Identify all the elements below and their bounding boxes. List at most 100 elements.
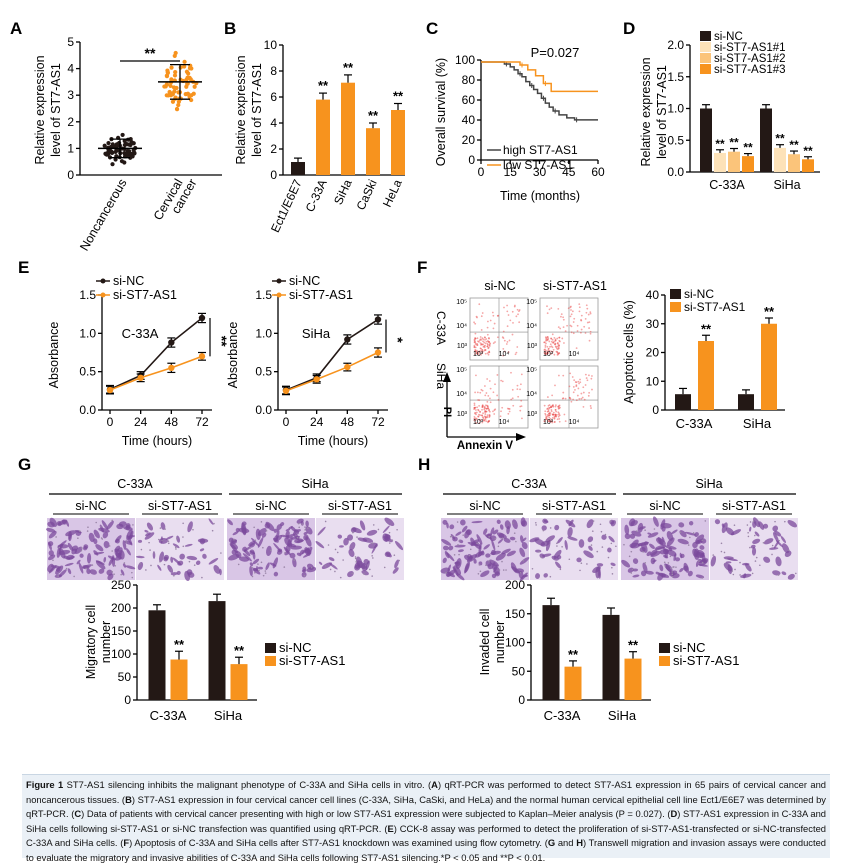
event-dot bbox=[494, 383, 496, 386]
caption-lead: Figure 1 bbox=[26, 779, 64, 790]
event-dot bbox=[553, 353, 556, 356]
membrane-pore bbox=[636, 530, 638, 532]
y-tick-label: 0 bbox=[124, 693, 131, 707]
stained-cell bbox=[67, 568, 72, 575]
stained-cell bbox=[349, 542, 356, 551]
membrane-pore bbox=[549, 575, 552, 578]
event-dot bbox=[551, 350, 554, 353]
event-dot bbox=[544, 348, 546, 351]
event-dot bbox=[548, 412, 550, 415]
event-dot bbox=[566, 324, 569, 327]
event-dot bbox=[560, 315, 562, 318]
y-axis-label: level of ST7-AS1 bbox=[250, 63, 264, 157]
event-dot bbox=[560, 313, 563, 316]
y-axis-label: number bbox=[493, 621, 507, 663]
stained-cell bbox=[446, 552, 455, 562]
stained-cell bbox=[95, 560, 106, 570]
event-dot bbox=[580, 314, 583, 317]
event-dot bbox=[483, 406, 486, 409]
membrane-pore bbox=[377, 528, 380, 531]
legend-label: si-ST7-AS1 bbox=[113, 288, 177, 302]
stained-cell bbox=[491, 539, 496, 551]
y-tick-label: 0 bbox=[270, 168, 277, 182]
membrane-pore bbox=[254, 539, 257, 542]
event-dot bbox=[571, 310, 574, 313]
stained-cell bbox=[176, 535, 181, 543]
event-dot bbox=[520, 373, 523, 376]
y-tick-label: 8 bbox=[270, 64, 277, 78]
event-dot bbox=[562, 391, 565, 394]
event-dot bbox=[516, 388, 519, 391]
membrane-pore bbox=[233, 538, 235, 541]
stained-cell bbox=[520, 535, 524, 544]
membrane-pore bbox=[393, 554, 396, 556]
legend-label: si-ST7-AS1 bbox=[279, 653, 345, 668]
event-dot bbox=[554, 420, 556, 423]
stained-cell bbox=[665, 545, 677, 550]
event-dot bbox=[503, 306, 505, 309]
event-dot bbox=[497, 314, 500, 317]
x-category-label: SiHa bbox=[743, 416, 772, 431]
data-point bbox=[176, 99, 181, 104]
data-point bbox=[344, 363, 351, 371]
stained-cell bbox=[83, 544, 89, 550]
stained-cell bbox=[145, 532, 151, 537]
stained-cell bbox=[157, 564, 162, 571]
event-dot bbox=[555, 410, 558, 413]
membrane-pore bbox=[85, 567, 87, 570]
data-point bbox=[124, 151, 130, 157]
stained-cell bbox=[58, 549, 71, 555]
stained-cell bbox=[583, 550, 594, 559]
event-dot bbox=[485, 420, 488, 423]
event-dot bbox=[497, 398, 500, 401]
stained-cell bbox=[752, 538, 761, 544]
event-dot bbox=[574, 381, 577, 383]
stained-cell bbox=[235, 527, 240, 533]
event-dot bbox=[474, 353, 476, 355]
event-dot bbox=[482, 343, 485, 346]
event-dot bbox=[550, 340, 553, 343]
stained-cell bbox=[93, 550, 99, 556]
stained-cell bbox=[137, 561, 144, 571]
data-point bbox=[192, 84, 197, 89]
membrane-pore bbox=[372, 524, 375, 526]
axis-tick: 10⁴ bbox=[499, 419, 510, 426]
event-dot bbox=[488, 351, 491, 354]
data-point bbox=[137, 374, 144, 381]
stained-cell bbox=[463, 554, 473, 561]
bar bbox=[316, 99, 330, 175]
stained-cell bbox=[495, 552, 506, 561]
membrane-pore bbox=[372, 557, 374, 559]
event-dot bbox=[547, 420, 550, 423]
stained-cell bbox=[65, 520, 70, 527]
event-dot bbox=[487, 420, 490, 423]
membrane-pore bbox=[188, 560, 191, 563]
event-dot bbox=[546, 312, 549, 315]
stained-cell bbox=[754, 531, 760, 537]
event-dot bbox=[545, 342, 547, 345]
event-dot bbox=[487, 405, 489, 408]
data-point bbox=[114, 142, 119, 147]
caption-text: ) qRT-PCR was performed to detect ST7-AS… bbox=[26, 779, 826, 805]
stained-cell bbox=[453, 565, 462, 576]
event-dot bbox=[475, 417, 478, 420]
stained-cell bbox=[721, 522, 728, 534]
y-tick-label: 4 bbox=[270, 116, 277, 130]
stained-cell bbox=[660, 522, 672, 529]
stained-cell bbox=[529, 537, 540, 543]
event-dot bbox=[546, 418, 549, 421]
y-tick-label: 4 bbox=[67, 62, 74, 76]
membrane-pore bbox=[371, 555, 373, 557]
stained-cell bbox=[567, 536, 578, 541]
stained-cell bbox=[608, 535, 615, 543]
data-point bbox=[166, 93, 171, 98]
event-dot bbox=[475, 350, 478, 353]
event-dot bbox=[554, 384, 556, 387]
membrane-pore bbox=[778, 539, 780, 542]
event-dot bbox=[481, 312, 484, 314]
event-dot bbox=[556, 418, 559, 421]
event-dot bbox=[478, 404, 481, 407]
event-dot bbox=[588, 374, 590, 377]
stained-cell bbox=[763, 556, 771, 563]
event-dot bbox=[492, 342, 495, 345]
